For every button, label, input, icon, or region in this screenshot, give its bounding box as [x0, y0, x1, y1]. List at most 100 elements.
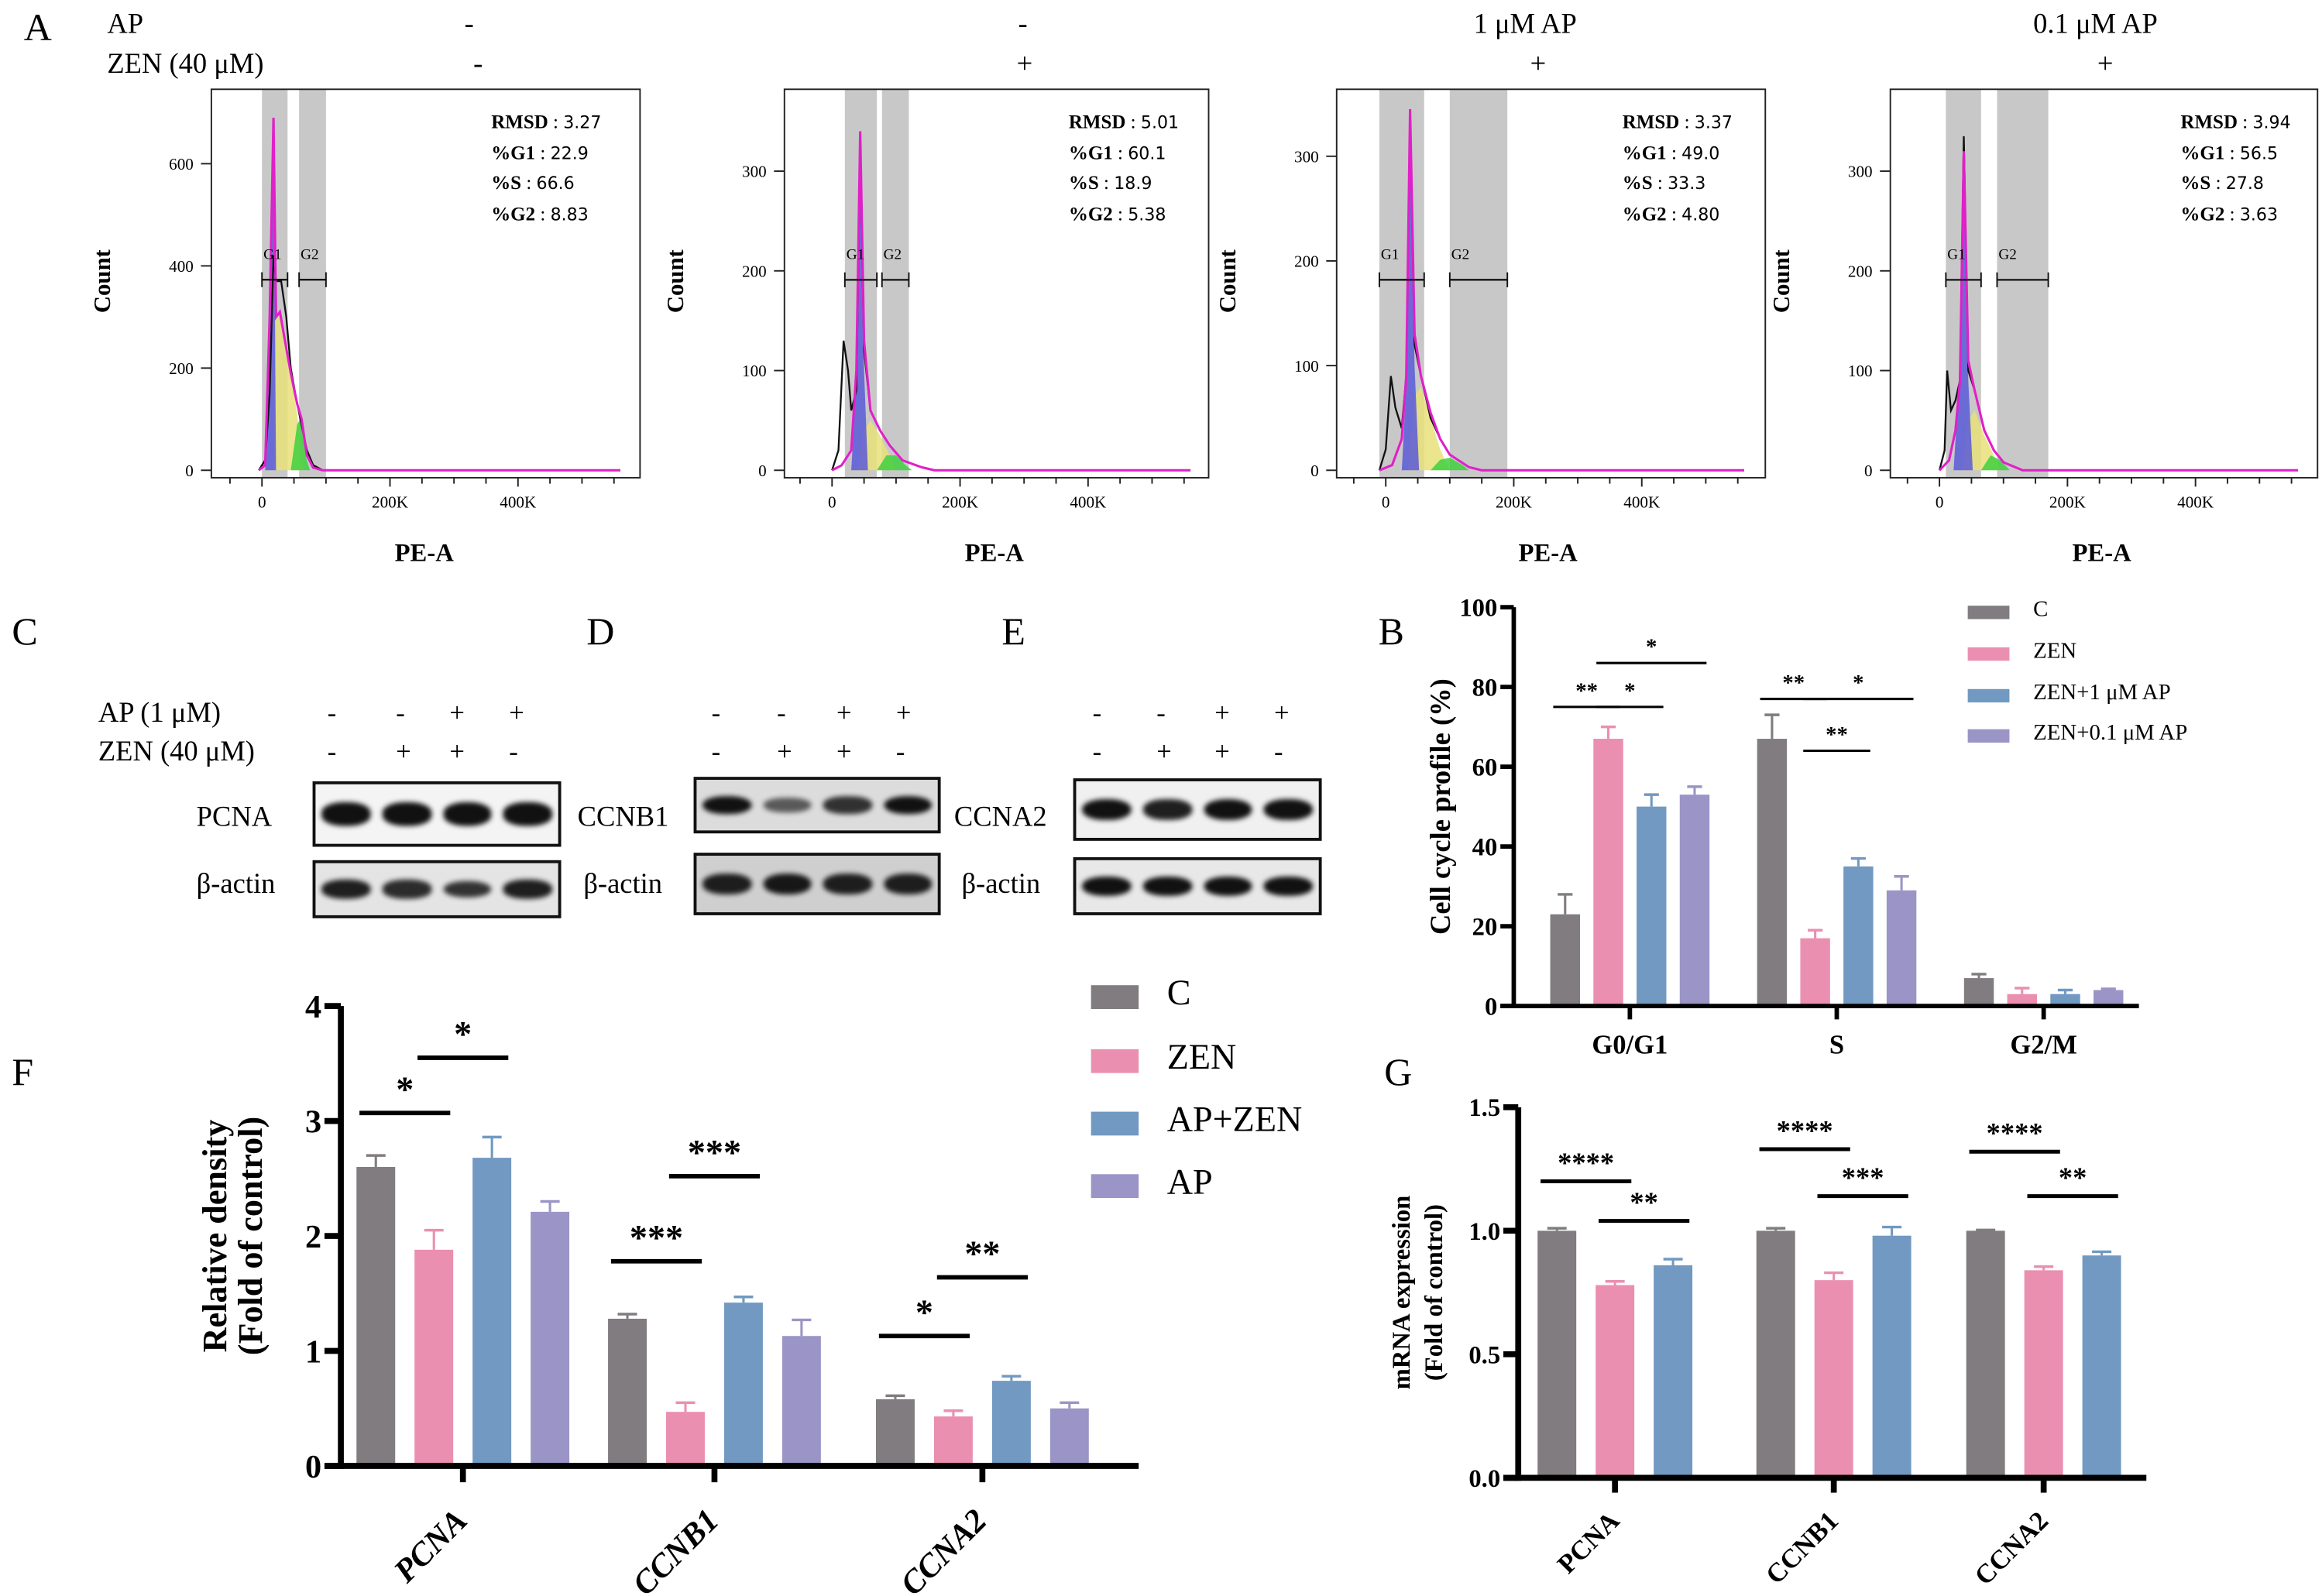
x-tick-label: 0 [1936, 493, 1944, 511]
category-label: CCNB1 [1760, 1506, 1844, 1590]
y-tick-label: 1 [305, 1333, 321, 1370]
stat-value: 5.38 [1128, 203, 1166, 225]
y-tick-label: 3 [305, 1103, 321, 1140]
zen-sign: - [895, 736, 905, 767]
protein-band [1264, 798, 1314, 821]
histogram-panel-1: G1 G2 0 200 400 600 0 200K 400K [169, 88, 641, 511]
x-tick-label: 200K [942, 493, 979, 511]
blot-CCNA2 [1073, 778, 1322, 841]
row-label-ap: AP [107, 9, 144, 40]
col4-ap: 0.1 μM AP [2033, 9, 2158, 40]
ap-sign: - [1092, 698, 1102, 728]
significance-label: **** [1777, 1115, 1833, 1147]
gate-label: G2 [301, 246, 318, 263]
x-tick-label: 0 [258, 493, 266, 511]
stat-value: 33.3 [1668, 172, 1706, 194]
gate-label: G2 [884, 246, 902, 263]
legend-swatch-AP+ZEN [1091, 1111, 1139, 1136]
gate-label: G2 [1998, 246, 2016, 263]
legend-label: C [2033, 597, 2049, 622]
legend-swatch-C [1967, 605, 2010, 619]
stat-key: %G2 [1622, 201, 1667, 225]
panel-label-g: G [1384, 1050, 1413, 1094]
stat-row: %G2 : 3.63 [2180, 201, 2279, 225]
model-fit-curve [831, 131, 1191, 472]
gate-label: G2 [1451, 246, 1469, 263]
stat-key: %S [1622, 171, 1653, 194]
stat-key: RMSD [2180, 110, 2238, 133]
significance-label: * [396, 1069, 414, 1109]
plot-frame [1889, 88, 2319, 479]
zen-sign: - [711, 736, 721, 767]
protein-band [503, 879, 552, 899]
bar-ZEN+1 μM AP-G0/G1 [1637, 806, 1667, 1007]
y-tick-label: 1.0 [1468, 1218, 1500, 1246]
gate-label: G1 [1947, 246, 1965, 263]
bar-AP+ZEN-PCNA [1654, 1265, 1693, 1478]
stats-box: RMSD : 3.37 %G1 : 49.0 %S : 33.3 %G2 : 4.80 [1623, 107, 1733, 229]
panel-label-a: A [23, 5, 52, 50]
protein-band [883, 795, 933, 815]
significance-label: *** [630, 1217, 683, 1257]
bar-C-G2/M [1963, 978, 1994, 1007]
protein-band [1082, 798, 1132, 821]
significance-label: * [915, 1292, 933, 1332]
bar-C-G0/G1 [1550, 914, 1580, 1007]
category-label: G2/M [2010, 1031, 2076, 1060]
gate-band-g2 [299, 89, 326, 478]
y-tick-label: 20 [1472, 914, 1498, 942]
stat-value: 56.5 [2239, 142, 2279, 163]
stat-value: 66.6 [536, 172, 575, 194]
legend-label: AP [1166, 1164, 1213, 1203]
model-fit-curve [258, 117, 621, 472]
stat-value: 3.94 [2252, 112, 2291, 133]
bar-C-PCNA [1537, 1230, 1577, 1478]
x-axis-label: PE-A [1518, 538, 1578, 568]
stat-key: %S [491, 171, 522, 194]
col4-zen: + [2097, 49, 2114, 81]
category-label: CCNA2 [894, 1502, 994, 1595]
bar-ZEN-CCNB1 [1814, 1280, 1853, 1478]
bar-ZEN-CCNA2 [933, 1416, 973, 1466]
stat-row: %G2 : 5.38 [1068, 201, 1166, 225]
stat-row: %G1 : 60.1 [1068, 140, 1166, 163]
ap-sign: - [396, 698, 405, 728]
y-tick-label: 80 [1472, 674, 1498, 702]
x-tick-label: 400K [1070, 493, 1107, 511]
blot-PCNA [312, 781, 562, 847]
ap-sign: + [509, 698, 524, 728]
histogram-panel-3: G1 G2 0 100 200 300 0 200K 400K [1294, 88, 1767, 511]
significance-label: ** [1782, 671, 1805, 695]
data-curve [258, 256, 621, 472]
blot-label: PCNA [196, 801, 273, 834]
y-axis-label: (Fold of control) [232, 1117, 270, 1355]
stat-row: %G2 : 4.80 [1622, 201, 1720, 225]
y-tick-label: 40 [1472, 834, 1498, 862]
bar-ZEN-PCNA [414, 1249, 454, 1466]
zen-sign: - [327, 736, 337, 767]
y-axis-label: Count [1770, 249, 1795, 314]
y-tick-label: 300 [1848, 163, 1873, 181]
legend-swatch-AP+ZEN [1967, 688, 2010, 702]
y-axis-label: Count [91, 249, 116, 314]
zen-sign: + [396, 736, 411, 767]
blot-β-actin [1073, 856, 1322, 915]
protein-band [1082, 876, 1132, 897]
protein-band [442, 802, 492, 825]
gate-band-g2 [1997, 89, 2049, 478]
ap-sign: + [895, 698, 912, 728]
protein-band [1142, 876, 1192, 897]
stat-value: 18.9 [1114, 172, 1152, 194]
bar-ZEN-CCNA2 [2024, 1270, 2063, 1478]
legend-swatch-ZEN [1091, 1049, 1139, 1073]
col2-ap: - [1018, 9, 1028, 40]
s-phase-fill [273, 317, 304, 471]
legend-label: ZEN [2033, 639, 2077, 664]
stat-key: %G1 [1068, 140, 1113, 163]
y-tick-label: 0 [1485, 994, 1497, 1021]
panel-label-d: D [586, 609, 615, 654]
y-axis-label: Count [664, 249, 689, 314]
legend-swatch-ZEN [1967, 647, 2010, 661]
x-tick-label: 0 [828, 493, 836, 511]
